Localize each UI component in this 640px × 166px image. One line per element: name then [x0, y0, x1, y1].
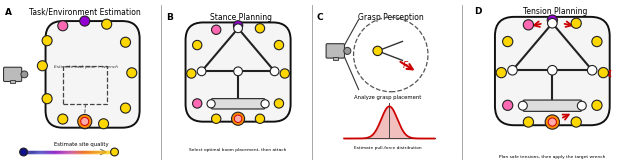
Circle shape: [508, 65, 517, 75]
Circle shape: [58, 21, 68, 31]
Circle shape: [127, 68, 137, 78]
Circle shape: [588, 65, 597, 75]
Circle shape: [255, 24, 264, 33]
Circle shape: [255, 114, 264, 123]
Circle shape: [502, 100, 513, 110]
Circle shape: [571, 18, 581, 28]
Text: $F$: $F$: [403, 59, 410, 70]
Circle shape: [577, 101, 586, 110]
Bar: [333, 57, 338, 60]
Circle shape: [270, 67, 279, 76]
Circle shape: [80, 16, 90, 26]
Circle shape: [547, 15, 557, 25]
Circle shape: [548, 65, 557, 75]
Circle shape: [261, 100, 269, 108]
Circle shape: [20, 148, 28, 156]
Circle shape: [197, 67, 206, 76]
Circle shape: [280, 69, 289, 78]
Circle shape: [373, 46, 382, 56]
Circle shape: [77, 114, 92, 128]
Circle shape: [21, 71, 28, 78]
Text: Analyze grasp placement: Analyze grasp placement: [354, 95, 422, 100]
Circle shape: [120, 37, 131, 47]
Circle shape: [42, 36, 52, 46]
Circle shape: [592, 100, 602, 110]
Circle shape: [548, 118, 556, 126]
Circle shape: [80, 119, 90, 129]
Circle shape: [234, 21, 243, 30]
Text: Select optimal boom placement, then attach: Select optimal boom placement, then atta…: [189, 148, 287, 152]
FancyBboxPatch shape: [326, 44, 344, 58]
Circle shape: [234, 24, 243, 33]
Circle shape: [344, 47, 351, 54]
Circle shape: [548, 18, 557, 28]
Circle shape: [207, 100, 215, 108]
Circle shape: [193, 99, 202, 108]
Circle shape: [187, 69, 196, 78]
Circle shape: [120, 103, 131, 113]
Circle shape: [275, 40, 284, 50]
FancyBboxPatch shape: [3, 67, 22, 82]
Circle shape: [518, 101, 527, 110]
Bar: [10, 80, 15, 83]
Text: Task/Environment Estimation: Task/Environment Estimation: [29, 8, 141, 17]
Text: Estimate pull-force distribution: Estimate pull-force distribution: [354, 146, 422, 150]
Circle shape: [42, 94, 52, 104]
Text: Tension Planning: Tension Planning: [524, 6, 588, 15]
Circle shape: [496, 68, 506, 78]
Circle shape: [111, 148, 118, 156]
Circle shape: [193, 40, 202, 50]
Circle shape: [592, 37, 602, 47]
Circle shape: [524, 20, 534, 30]
Circle shape: [502, 37, 513, 47]
Circle shape: [524, 117, 534, 127]
FancyBboxPatch shape: [211, 99, 265, 109]
Text: D: D: [474, 6, 482, 15]
Circle shape: [37, 61, 47, 71]
FancyBboxPatch shape: [495, 17, 610, 125]
FancyBboxPatch shape: [523, 100, 582, 111]
Circle shape: [212, 25, 221, 34]
Circle shape: [58, 114, 68, 124]
Circle shape: [102, 19, 112, 29]
Circle shape: [275, 99, 284, 108]
Text: Stance Planning: Stance Planning: [210, 13, 272, 22]
Text: B: B: [166, 13, 173, 22]
Circle shape: [545, 115, 559, 129]
Circle shape: [232, 112, 244, 125]
Circle shape: [571, 117, 581, 127]
Text: Grasp Perception: Grasp Perception: [358, 13, 424, 22]
Text: A: A: [4, 8, 12, 17]
FancyBboxPatch shape: [186, 22, 291, 122]
FancyBboxPatch shape: [45, 21, 140, 128]
Circle shape: [81, 117, 89, 125]
Circle shape: [234, 67, 243, 76]
Circle shape: [212, 114, 221, 123]
Text: C: C: [316, 13, 323, 22]
Text: Plan safe tensions, then apply the target wrench: Plan safe tensions, then apply the targe…: [499, 155, 605, 159]
Circle shape: [598, 68, 609, 78]
Circle shape: [234, 115, 242, 123]
Text: Estimate task pose + wrench: Estimate task pose + wrench: [54, 65, 118, 69]
Circle shape: [99, 119, 109, 129]
Text: Estimate site quality: Estimate site quality: [54, 142, 109, 147]
